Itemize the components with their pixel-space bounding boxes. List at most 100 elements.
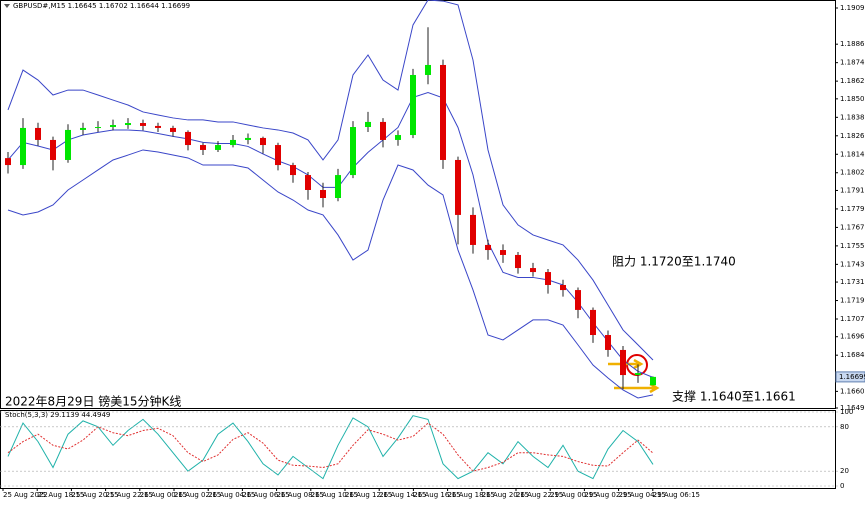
x-tick-label: 25 Aug 2022	[3, 491, 48, 499]
candle-body	[335, 175, 341, 198]
candle-body	[5, 158, 11, 166]
candle-body	[185, 131, 191, 146]
candle-body	[395, 135, 401, 140]
candle-body	[575, 290, 581, 310]
candle-body	[380, 121, 386, 140]
resistance-note: 阻力 1.1720至1.1740	[612, 255, 736, 269]
y-tick-label: 1.17195	[840, 297, 865, 305]
candle-body	[470, 214, 476, 245]
stoch-line	[7, 415, 654, 480]
candle-body	[20, 127, 26, 166]
y-tick-label: 1.18265	[840, 132, 865, 140]
x-tick-label: 25 Aug 20:15	[71, 491, 118, 499]
candle-body	[275, 145, 281, 166]
candle-body	[635, 373, 641, 376]
candle-body	[215, 145, 221, 150]
candle-body	[200, 145, 206, 150]
x-tick-label: 29 Aug 04:15	[619, 491, 666, 499]
candle-body	[95, 127, 101, 129]
y-tick-label: 1.17075	[840, 315, 865, 323]
y-tick-label: 1.17910	[840, 186, 865, 194]
candle-body	[125, 123, 131, 126]
stoch-panel	[0, 410, 836, 489]
y-tick-label: 1.18145	[840, 150, 865, 158]
x-tick-label: 26 Aug 18:15	[448, 491, 495, 499]
bollinger-band	[7, 92, 654, 378]
support-note: 支撑 1.1640至1.1661	[672, 389, 796, 404]
candle-body	[515, 254, 521, 269]
chart-caption: 2022年8月29日 镑美15分钟K线	[5, 394, 181, 409]
x-tick-label: 29 Aug 00:15	[550, 491, 597, 499]
x-tick-label: 26 Aug 08:15	[277, 491, 324, 499]
candle-body	[245, 137, 251, 140]
x-tick-label: 26 Aug 14:15	[379, 491, 426, 499]
x-tick-label: 26 Aug 20:15	[482, 491, 529, 499]
candle-body	[500, 250, 506, 255]
stoch-tick-label: 80	[840, 423, 849, 431]
candle-body	[50, 139, 56, 160]
y-tick-label: 1.18620	[840, 77, 865, 85]
y-tick-label: 1.16605	[840, 387, 865, 395]
x-tick-label: 26 Aug 16:15	[413, 491, 460, 499]
candle-body	[155, 125, 161, 128]
y-tick-label: 1.17430	[840, 260, 865, 268]
y-tick-label: 1.17315	[840, 278, 865, 286]
bollinger-band	[7, 149, 654, 399]
candle-body	[605, 335, 611, 350]
candle-body	[485, 244, 491, 251]
candle-body	[110, 125, 116, 128]
candle-body	[35, 127, 41, 140]
candle-body	[305, 175, 311, 190]
candle-body	[530, 268, 536, 273]
x-tick-label: 26 Aug 12:15	[345, 491, 392, 499]
y-tick-label: 1.18025	[840, 169, 865, 177]
y-tick-label: 1.16960	[840, 333, 865, 341]
y-tick-label: 1.18860	[840, 40, 865, 48]
last-price-label: 1.16699	[839, 373, 865, 381]
x-tick-label: 26 Aug 04:15	[208, 491, 255, 499]
x-tick-label: 26 Aug 22:15	[516, 491, 563, 499]
candle-body	[365, 121, 371, 128]
candle-body	[440, 64, 446, 160]
x-tick-label: 25 Aug 22:15	[106, 491, 153, 499]
candle-body	[455, 159, 461, 215]
stoch-plot	[7, 415, 654, 480]
x-tick-label: 29 Aug 06:15	[653, 491, 700, 499]
chart-title: GBPUSD#,M15 1.16645 1.16702 1.16644 1.16…	[13, 2, 190, 10]
candle-body	[80, 127, 86, 130]
candle-body	[230, 139, 236, 146]
symbol-icon	[4, 4, 10, 8]
candle-body	[170, 127, 176, 132]
stoch-tick-label: 20	[840, 467, 849, 475]
candle-body	[545, 272, 551, 285]
y-tick-label: 1.18740	[840, 59, 865, 67]
candle-body	[320, 189, 326, 198]
x-tick-label: 26 Aug 00:15	[140, 491, 187, 499]
candle-body	[410, 74, 416, 136]
indicator-title: Stoch(5,3,3) 29.1139 44.4949	[5, 411, 110, 419]
stoch-tick-label: 0	[840, 482, 844, 490]
y-tick-label: 1.16840	[840, 351, 865, 359]
y-tick-label: 1.17670	[840, 223, 865, 231]
y-tick-label: 1.17790	[840, 205, 865, 213]
candle-body	[650, 376, 656, 386]
candle-body	[590, 309, 596, 336]
main-panel	[0, 0, 836, 409]
x-tick-label: 26 Aug 10:15	[311, 491, 358, 499]
x-tick-label: 25 Aug 18:15	[37, 491, 84, 499]
y-tick-label: 1.17550	[840, 242, 865, 250]
y-tick-label: 1.18505	[840, 95, 865, 103]
x-tick-label: 26 Aug 06:15	[242, 491, 289, 499]
candle-body	[350, 127, 356, 176]
x-tick-label: 26 Aug 02:15	[174, 491, 221, 499]
bollinger-band	[7, 0, 654, 361]
candle-body	[425, 64, 431, 75]
candle-body	[140, 123, 146, 126]
axes: 1.19095 1.18860 1.18740 1.18620 1.18505 1.183…	[0, 4, 865, 499]
y-tick-label: 1.19095	[840, 4, 865, 12]
price-plot	[5, 0, 656, 399]
y-tick-label: 1.18385	[840, 113, 865, 121]
stoch-line	[7, 422, 654, 472]
